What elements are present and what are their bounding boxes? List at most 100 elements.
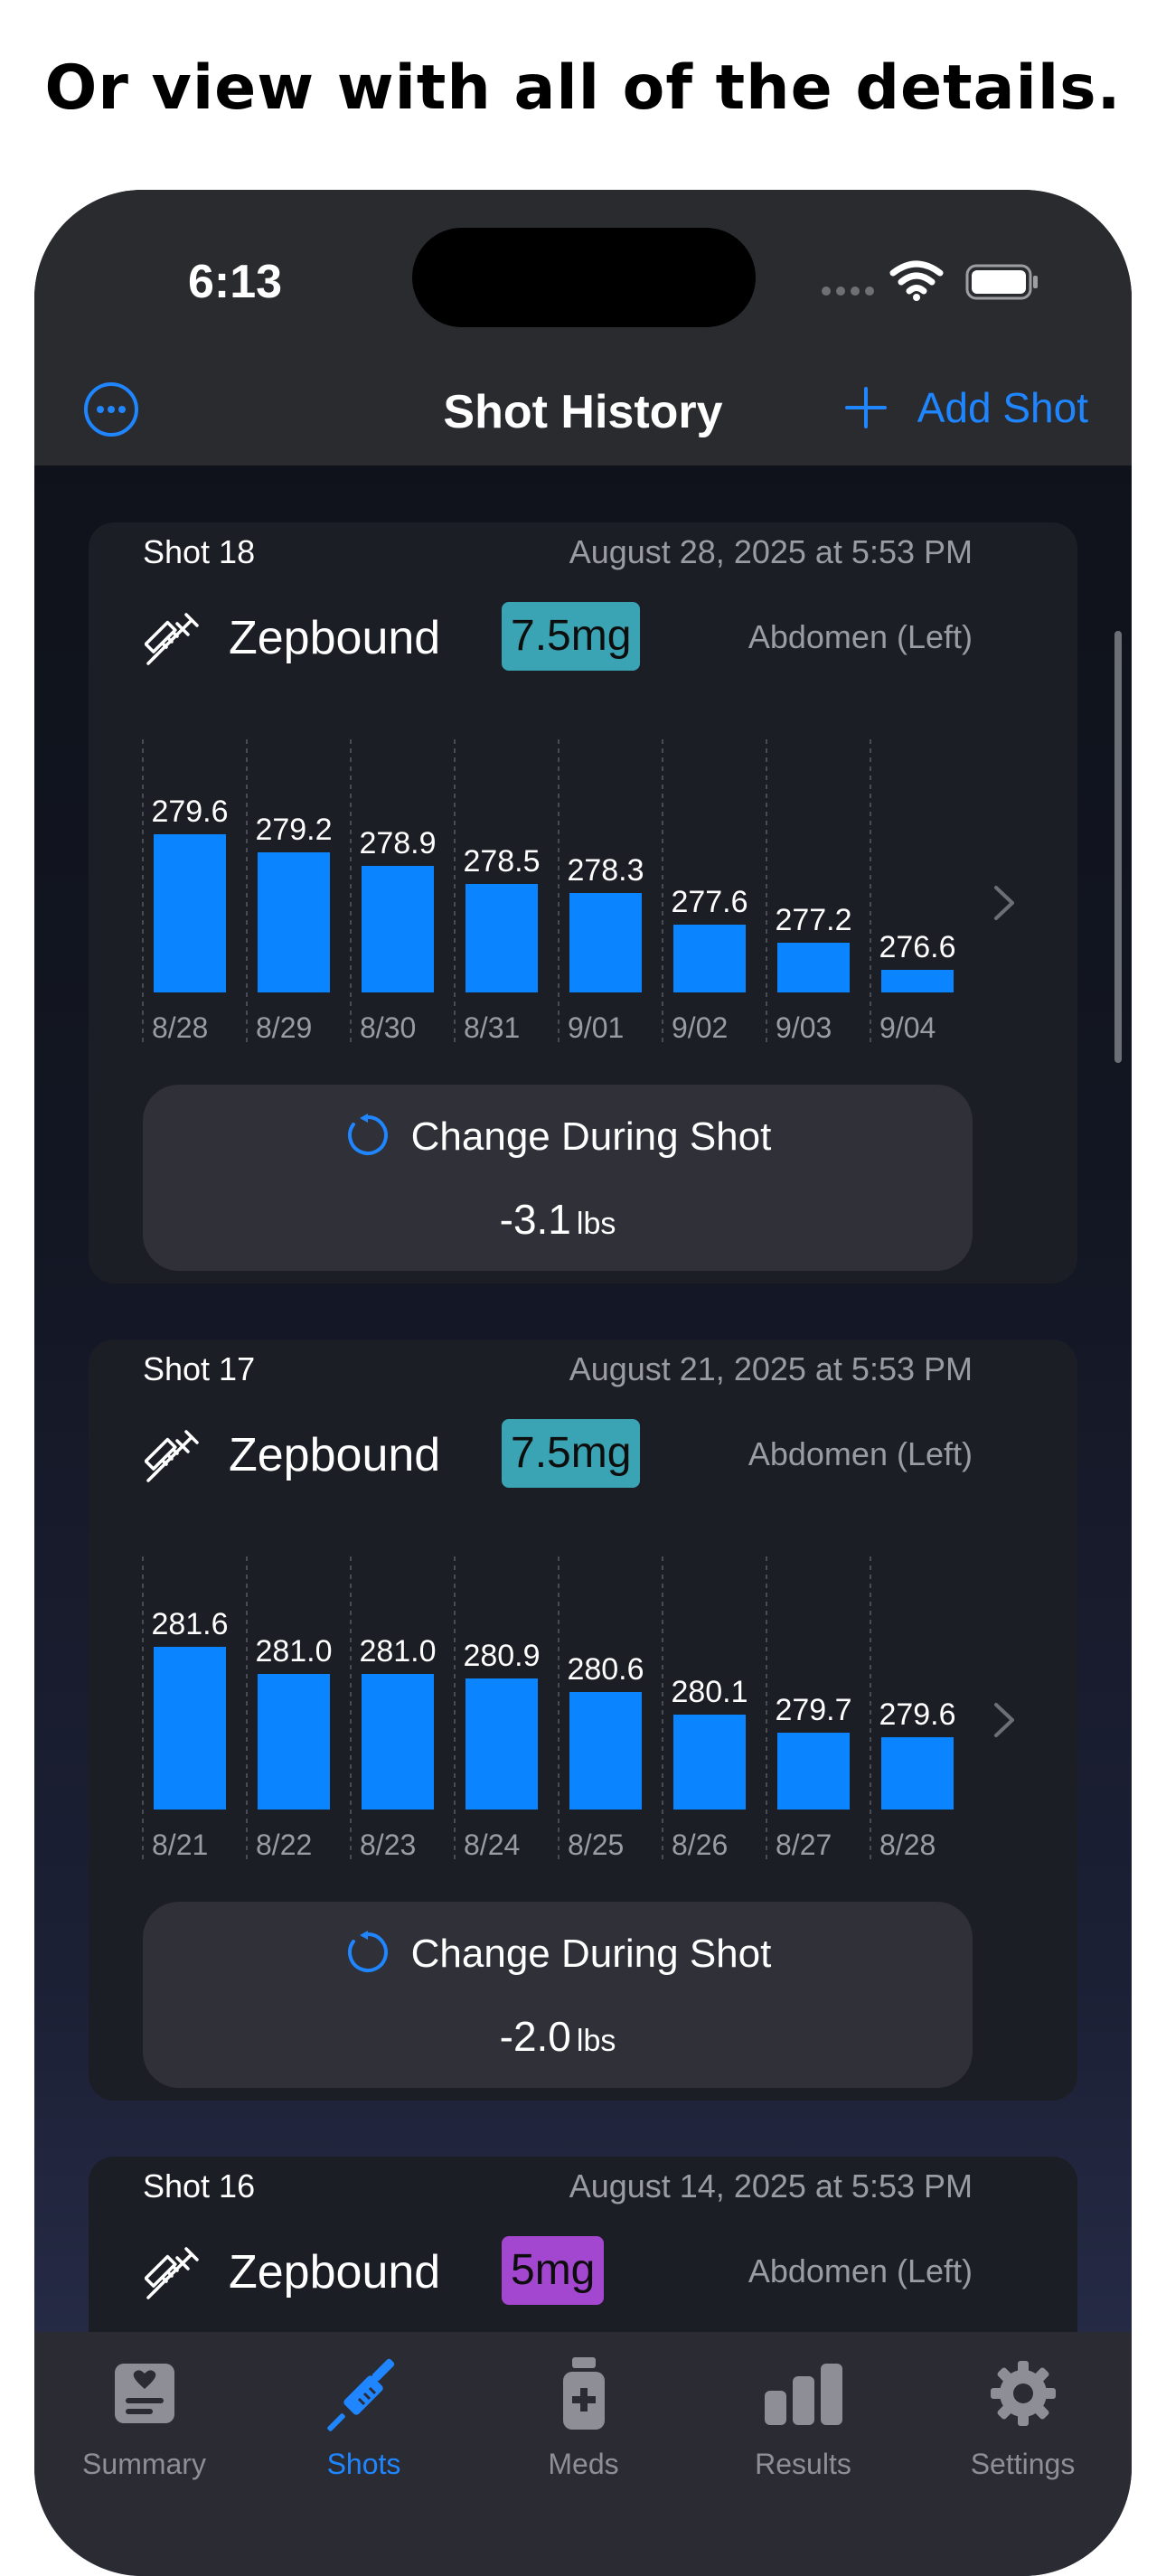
bar-value-label: 278.5 [463, 844, 540, 879]
bar-value-label: 277.6 [671, 885, 748, 919]
injection-site: Abdomen (Left) [748, 618, 973, 655]
date-tick-label: 8/23 [360, 1829, 416, 1861]
plus-icon [844, 387, 887, 428]
change-label: Change During Shot [410, 1114, 772, 1159]
shot-number: Shot 17 [143, 1350, 256, 1387]
weight-bar[interactable] [465, 884, 538, 992]
weight-bar[interactable] [673, 1715, 746, 1810]
bar-value-label: 278.9 [359, 826, 436, 860]
weight-bar[interactable] [258, 1674, 330, 1810]
page-title: Shot History [443, 386, 723, 438]
bar-value-label: 278.3 [567, 853, 644, 888]
bar-value-label: 279.6 [879, 1697, 955, 1732]
date-tick-label: 8/29 [256, 1011, 312, 1044]
change-value: -2.0 [499, 2013, 571, 2060]
bar-value-label: 281.6 [151, 1607, 228, 1641]
weight-bar[interactable] [881, 1737, 954, 1810]
tab-label: Meds [548, 2448, 619, 2480]
medicine-bottle-icon [562, 2357, 605, 2430]
change-unit: lbs [576, 2024, 616, 2058]
weight-bar[interactable] [569, 1692, 642, 1810]
date-tick-label: 8/30 [360, 1011, 416, 1044]
tab-settings[interactable]: Settings [913, 2350, 1132, 2481]
battery-icon [965, 264, 1038, 300]
bar-value-label: 280.9 [463, 1639, 540, 1673]
wifi-icon [889, 260, 944, 301]
date-tick-label: 9/04 [879, 1011, 936, 1044]
tab-label: Results [755, 2448, 851, 2480]
weight-bar[interactable] [881, 970, 954, 992]
bar-value-label: 279.6 [151, 794, 228, 829]
weight-bar[interactable] [465, 1678, 538, 1810]
tab-summary[interactable]: Summary [34, 2350, 254, 2481]
date-tick-label: 8/28 [879, 1829, 936, 1861]
date-tick-label: 9/03 [776, 1011, 832, 1044]
add-shot-button[interactable]: Add Shot [844, 383, 1088, 432]
medication-name: Zepbound [229, 1429, 441, 1481]
change-unit: lbs [576, 1207, 616, 1241]
injection-site: Abdomen (Left) [748, 1435, 973, 1472]
tab-shots[interactable]: Shots [254, 2350, 474, 2481]
tab-bar: Summary Shots [34, 2332, 1132, 2576]
shot-date: August 14, 2025 at 5:53 PM [569, 2167, 973, 2205]
add-shot-label: Add Shot [917, 384, 1088, 431]
injection-site: Abdomen (Left) [748, 2252, 973, 2289]
shot-number: Shot 16 [143, 2167, 256, 2205]
weight-bar[interactable] [154, 834, 226, 992]
bar-value-label: 279.2 [255, 813, 332, 847]
shot-card[interactable]: Shot 17 August 21, 2025 at 5:53 PM Zepbo… [89, 1340, 1077, 2101]
weight-bar[interactable] [777, 1733, 850, 1810]
bar-value-label: 281.0 [255, 1634, 332, 1669]
shot-date: August 28, 2025 at 5:53 PM [569, 533, 973, 570]
tab-label: Settings [970, 2448, 1076, 2480]
weight-bar[interactable] [673, 925, 746, 992]
shot-card[interactable]: Shot 18 August 28, 2025 at 5:53 PM Zepbo… [89, 522, 1077, 1283]
tab-meds[interactable]: Meds [474, 2350, 693, 2481]
tab-label: Summary [82, 2448, 206, 2480]
refresh-icon [347, 1114, 388, 1155]
change-value: -3.1 [499, 1196, 571, 1243]
date-tick-label: 8/24 [464, 1829, 520, 1861]
dose-badge: 7.5mg [502, 602, 641, 671]
gear-icon [990, 2361, 1056, 2426]
date-tick-label: 9/01 [568, 1011, 624, 1044]
refresh-icon [347, 1931, 388, 1972]
bar-value-label: 276.6 [879, 930, 955, 964]
syringe-icon [326, 2358, 394, 2431]
change-label: Change During Shot [410, 1932, 772, 1976]
medication-name: Zepbound [229, 612, 441, 664]
bar-value-label: 280.1 [671, 1675, 748, 1709]
dynamic-island [412, 228, 756, 327]
more-options-icon[interactable] [83, 381, 139, 437]
shot-number: Shot 18 [143, 533, 256, 570]
bar-value-label: 281.0 [359, 1634, 436, 1669]
date-tick-label: 8/25 [568, 1829, 624, 1861]
bar-value-label: 280.6 [567, 1652, 644, 1687]
weight-bar[interactable] [777, 943, 850, 992]
syringe-icon [145, 613, 199, 665]
weight-bar[interactable] [362, 866, 434, 992]
weight-bar[interactable] [569, 893, 642, 992]
bar-value-label: 279.7 [775, 1693, 851, 1727]
date-tick-label: 9/02 [672, 1011, 728, 1044]
bar-value-label: 277.2 [775, 903, 851, 937]
dose-badge: 7.5mg [502, 1419, 641, 1488]
promo-headline: Or view with all of the details. [44, 52, 1122, 124]
syringe-icon [145, 1430, 199, 1482]
weight-bar[interactable] [154, 1647, 226, 1810]
status-bar: 6:13 [34, 190, 1132, 353]
weight-bar[interactable] [362, 1674, 434, 1810]
tab-label: Shots [326, 2448, 401, 2480]
scrollbar[interactable] [1114, 631, 1122, 1063]
chevron-right-icon[interactable] [992, 884, 1016, 922]
status-time: 6:13 [188, 256, 283, 308]
nav-bar: Shot History Add Shot [34, 353, 1132, 465]
cellular-signal-icon [822, 287, 874, 296]
date-tick-label: 8/31 [464, 1011, 520, 1044]
weight-bar[interactable] [258, 852, 330, 992]
chevron-right-icon[interactable] [992, 1701, 1016, 1739]
medication-name: Zepbound [229, 2246, 441, 2299]
weight-bar-chart: 281.6 8/21 281.0 8/22 281.0 8/23 280.9 8/24 280.… [142, 1556, 956, 1864]
summary-card-icon [114, 2364, 174, 2423]
tab-results[interactable]: Results [693, 2350, 913, 2481]
